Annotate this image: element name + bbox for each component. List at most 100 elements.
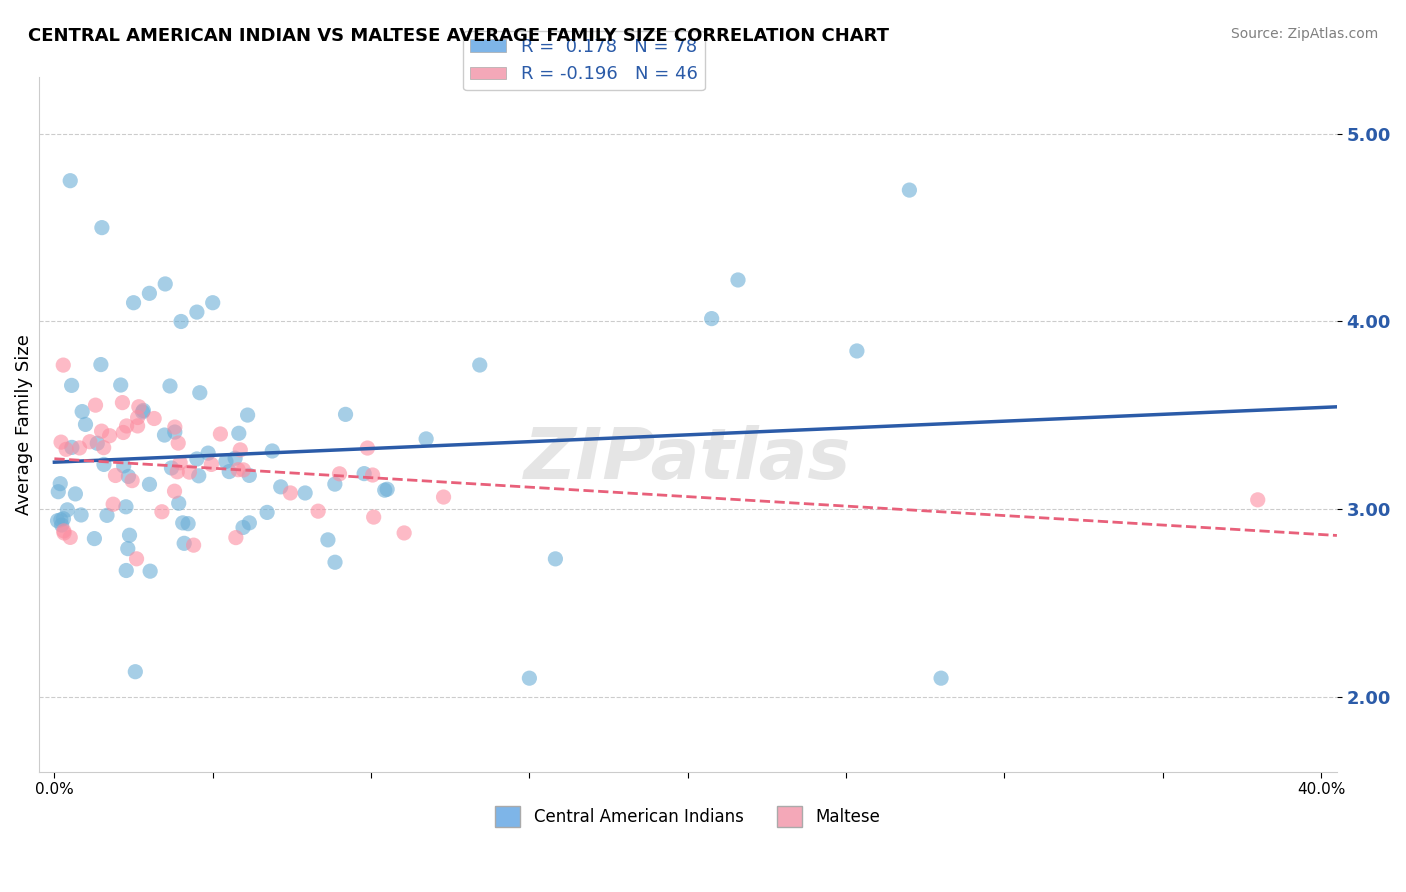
- Point: [46, 514, 69, 528]
- Point: [232, 463, 254, 477]
- Point: [155, 277, 177, 291]
- Point: [121, 474, 143, 488]
- Point: [169, 456, 191, 470]
- Point: [335, 408, 357, 422]
- Point: [218, 465, 240, 479]
- Point: [59, 530, 82, 544]
- Point: [56, 503, 79, 517]
- Point: [544, 552, 567, 566]
- Point: [201, 295, 224, 310]
- Point: [229, 442, 252, 457]
- Point: [96, 508, 118, 523]
- Y-axis label: Average Family Size: Average Family Size: [15, 334, 32, 516]
- Point: [127, 410, 149, 425]
- Point: [238, 516, 260, 530]
- Point: [90, 424, 112, 438]
- Point: [183, 538, 205, 552]
- Point: [52, 512, 75, 526]
- Point: [209, 427, 232, 442]
- Point: [197, 446, 219, 460]
- Point: [138, 286, 160, 301]
- Point: [110, 378, 132, 392]
- Point: [60, 441, 83, 455]
- Point: [167, 496, 190, 510]
- Point: [323, 555, 346, 569]
- Point: [519, 671, 541, 685]
- Point: [112, 458, 135, 473]
- Point: [173, 536, 195, 550]
- Point: [238, 468, 260, 483]
- Point: [163, 484, 186, 499]
- Point: [86, 436, 108, 450]
- Point: [83, 532, 105, 546]
- Point: [125, 551, 148, 566]
- Point: [256, 505, 278, 519]
- Point: [69, 441, 91, 455]
- Text: CENTRAL AMERICAN INDIAN VS MALTESE AVERAGE FAMILY SIZE CORRELATION CHART: CENTRAL AMERICAN INDIAN VS MALTESE AVERA…: [28, 27, 889, 45]
- Point: [52, 358, 75, 372]
- Point: [374, 483, 396, 498]
- Point: [187, 468, 209, 483]
- Point: [84, 398, 107, 412]
- Point: [49, 513, 72, 527]
- Point: [280, 486, 302, 500]
- Point: [328, 467, 350, 481]
- Point: [98, 428, 121, 442]
- Point: [159, 379, 181, 393]
- Point: [104, 468, 127, 483]
- Point: [353, 467, 375, 481]
- Point: [262, 444, 284, 458]
- Point: [167, 436, 190, 450]
- Point: [93, 458, 115, 472]
- Point: [52, 524, 75, 538]
- Point: [59, 174, 82, 188]
- Point: [307, 504, 329, 518]
- Point: [132, 403, 155, 417]
- Point: [53, 526, 76, 541]
- Point: [224, 451, 246, 466]
- Point: [139, 564, 162, 578]
- Point: [468, 358, 491, 372]
- Point: [117, 541, 139, 556]
- Point: [316, 533, 339, 547]
- Point: [138, 477, 160, 491]
- Point: [153, 428, 176, 442]
- Text: ZIPatlas: ZIPatlas: [524, 425, 852, 494]
- Point: [177, 516, 200, 531]
- Point: [101, 497, 124, 511]
- Point: [163, 420, 186, 434]
- Point: [929, 671, 952, 685]
- Point: [90, 358, 112, 372]
- Point: [127, 418, 149, 433]
- Point: [163, 425, 186, 439]
- Point: [356, 441, 378, 455]
- Point: [131, 405, 153, 419]
- Point: [225, 531, 247, 545]
- Point: [115, 564, 138, 578]
- Point: [51, 518, 73, 533]
- Point: [188, 385, 211, 400]
- Text: Source: ZipAtlas.com: Source: ZipAtlas.com: [1230, 27, 1378, 41]
- Point: [392, 525, 415, 540]
- Point: [60, 378, 83, 392]
- Point: [46, 484, 69, 499]
- Legend: Central American Indians, Maltese: Central American Indians, Maltese: [489, 799, 887, 833]
- Point: [49, 476, 72, 491]
- Point: [1247, 492, 1270, 507]
- Point: [294, 486, 316, 500]
- Point: [150, 505, 173, 519]
- Point: [432, 490, 454, 504]
- Point: [111, 395, 134, 409]
- Point: [845, 343, 868, 358]
- Point: [65, 487, 87, 501]
- Point: [143, 411, 166, 425]
- Point: [122, 295, 145, 310]
- Point: [270, 480, 292, 494]
- Point: [226, 463, 249, 477]
- Point: [363, 510, 385, 524]
- Point: [90, 220, 112, 235]
- Point: [117, 469, 139, 483]
- Point: [228, 426, 250, 441]
- Point: [215, 454, 238, 468]
- Point: [49, 435, 72, 450]
